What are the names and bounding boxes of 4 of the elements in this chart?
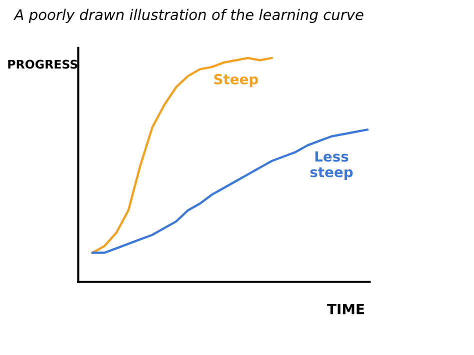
series-label: Steep (214, 74, 258, 88)
series-label: Less steep (310, 151, 353, 180)
chart-title: A poorly drawn illustration of the learning curve (13, 8, 364, 23)
x-axis-title: TIME (327, 304, 364, 314)
